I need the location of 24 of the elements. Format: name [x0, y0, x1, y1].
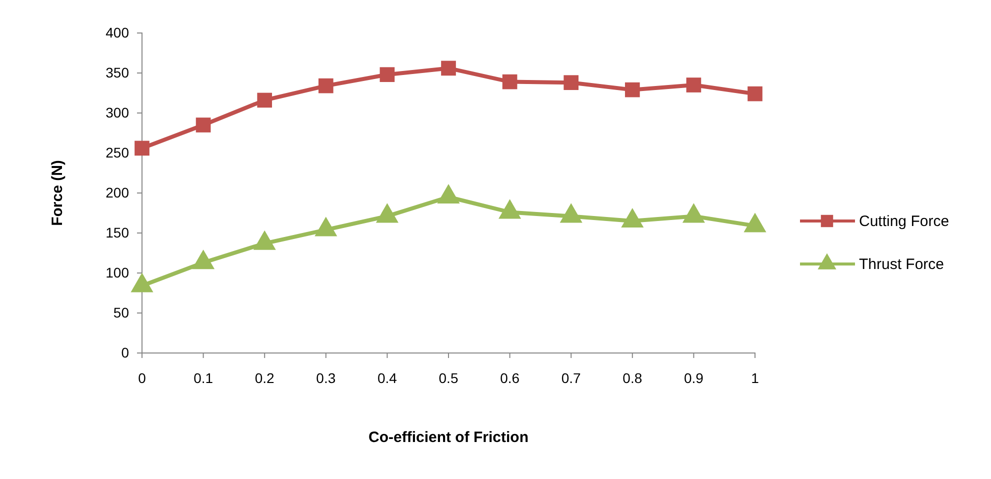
x-tick-label: 0.9 — [684, 370, 704, 386]
y-tick-label: 150 — [106, 224, 130, 240]
y-axis-title: Force (N) — [49, 160, 66, 226]
y-tick-label: 50 — [113, 304, 130, 320]
x-tick-label: 0.1 — [194, 370, 214, 386]
x-tick-label: 0.4 — [377, 370, 398, 386]
x-tick-label: 1 — [751, 370, 760, 386]
x-axis-title: Co-efficient of Friction — [368, 429, 528, 446]
y-tick-label: 300 — [106, 104, 130, 120]
legend-label: Cutting Force — [859, 213, 950, 230]
y-tick-label: 400 — [106, 24, 130, 40]
x-tick-label: 0.8 — [622, 370, 642, 386]
x-tick-label: 0.3 — [316, 370, 336, 386]
x-tick-label: 0 — [138, 370, 146, 386]
y-tick-label: 350 — [106, 64, 130, 80]
legend-label: Thrust Force — [859, 256, 944, 273]
y-tick-label: 200 — [106, 184, 130, 200]
y-tick-label: 250 — [106, 144, 130, 160]
x-tick-label: 0.6 — [500, 370, 520, 386]
y-tick-label: 0 — [121, 344, 130, 360]
y-tick-label: 100 — [106, 264, 130, 280]
x-tick-label: 0.5 — [438, 370, 458, 386]
x-tick-label: 0.2 — [254, 370, 275, 386]
x-tick-label: 0.7 — [561, 370, 582, 386]
